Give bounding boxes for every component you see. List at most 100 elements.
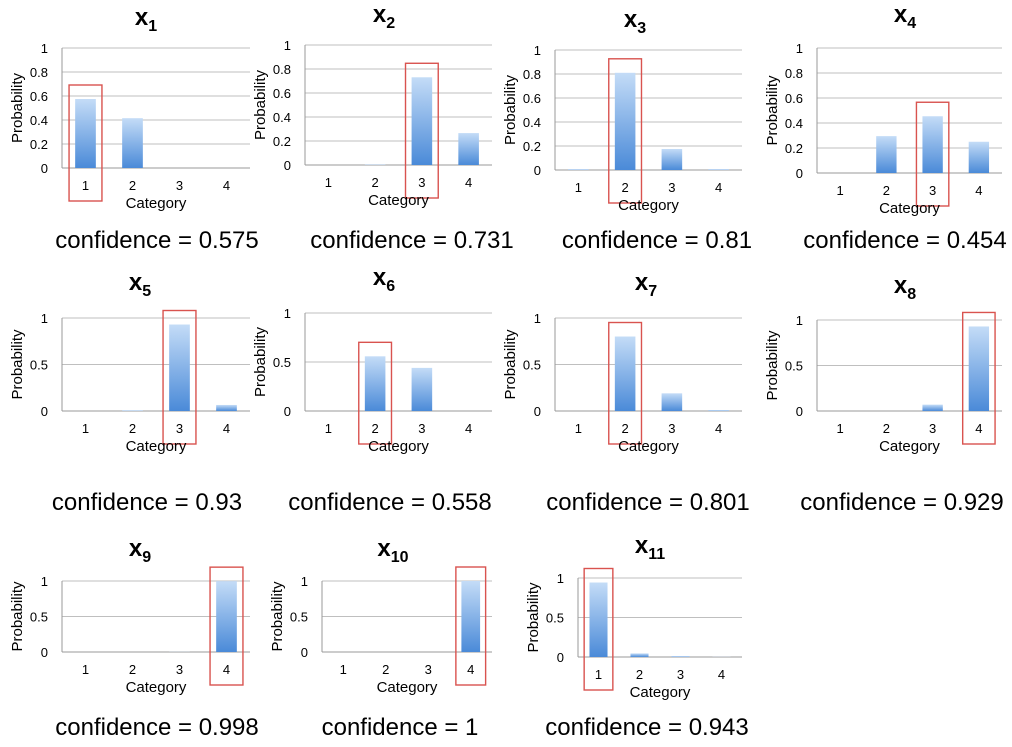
chart-title: x2 (373, 1, 395, 32)
bar-category-3 (671, 656, 690, 657)
x-axis-label: Category (126, 195, 187, 212)
y-tick-label: 0.6 (523, 91, 541, 106)
bar-category-2 (122, 118, 143, 168)
y-tick-label: 0 (41, 161, 48, 176)
highlight-box (455, 566, 487, 686)
x-tick-label: 4 (715, 421, 722, 436)
y-tick-label: 0.8 (523, 67, 541, 82)
bar-category-4 (216, 404, 237, 411)
x-tick-label: 4 (465, 421, 472, 436)
confidence-label: confidence = 0.81 (561, 227, 753, 254)
y-axis-label: Probability (764, 330, 781, 401)
x-axis-label: Category (618, 438, 679, 455)
y-tick-label: 0 (557, 650, 564, 665)
confidence-label: confidence = 1 (321, 714, 479, 741)
chart-title: x9 (129, 535, 151, 566)
chart-title-base: x (635, 532, 649, 559)
chart-panel-8: x8 0 0.5 1 1 2 3 4 Category Probability (764, 272, 1002, 455)
y-tick-label: 1 (301, 574, 308, 589)
y-axis-label: Probability (269, 581, 286, 652)
chart-title-subscript: 8 (907, 286, 916, 303)
x-tick-label: 3 (929, 421, 936, 436)
y-tick-label: 1 (41, 574, 48, 589)
x-tick-label: 4 (223, 178, 230, 193)
chart-title-subscript: 10 (391, 549, 409, 566)
x-tick-label: 3 (668, 180, 675, 195)
chart-title-base: x (635, 269, 649, 296)
x-tick-label: 3 (418, 175, 425, 190)
y-tick-label: 0.8 (273, 62, 291, 77)
x-tick-label: 2 (622, 421, 629, 436)
y-axis-label: Probability (252, 326, 269, 397)
bar-category-2 (614, 72, 636, 170)
x-axis-label: Category (126, 438, 187, 455)
x-tick-label: 3 (418, 421, 425, 436)
x-tick-label: 4 (715, 180, 722, 195)
chart-title: x4 (894, 1, 916, 32)
y-tick-label: 0.4 (785, 116, 803, 131)
y-axis-label: Probability (9, 72, 26, 143)
bar-category-4 (216, 581, 237, 652)
bar-category-2 (364, 356, 386, 411)
chart-title: x5 (129, 269, 151, 300)
y-tick-label: 0.4 (523, 115, 541, 130)
x-tick-label: 1 (325, 421, 332, 436)
chart-title-base: x (624, 6, 638, 33)
y-tick-label: 0 (796, 166, 803, 181)
bar-category-4 (968, 141, 990, 173)
y-tick-label: 0.2 (785, 141, 803, 156)
chart-panel-9: x9 0 0.5 1 1 2 3 4 Category Probability (9, 535, 250, 696)
y-axis-label: Probability (502, 74, 519, 145)
x-axis-label: Category (879, 200, 940, 217)
confidence-label: confidence = 0.731 (310, 227, 514, 254)
chart-title: x6 (373, 264, 395, 295)
chart-title-base: x (129, 535, 143, 562)
x-tick-label: 1 (575, 421, 582, 436)
x-tick-label: 3 (176, 662, 183, 677)
x-tick-label: 2 (883, 183, 890, 198)
x-tick-label: 3 (425, 662, 432, 677)
y-tick-label: 0.2 (30, 137, 48, 152)
confidence-label: confidence = 0.929 (800, 489, 1004, 516)
bar-category-4 (708, 169, 729, 170)
x-tick-label: 2 (382, 662, 389, 677)
y-tick-label: 0.5 (546, 611, 564, 626)
chart-title: x10 (377, 535, 408, 566)
chart-title: x3 (624, 6, 646, 37)
chart-title-subscript: 7 (648, 283, 657, 300)
bar-category-4 (461, 581, 481, 652)
y-axis-label: Probability (252, 69, 269, 140)
confidence-label: confidence = 0.93 (51, 489, 243, 516)
chart-title-base: x (129, 269, 143, 296)
x-axis-label: Category (377, 679, 438, 696)
y-tick-label: 0 (284, 158, 291, 173)
y-axis-label: Probability (502, 329, 519, 400)
y-tick-label: 1 (41, 41, 48, 56)
y-tick-label: 0.5 (273, 355, 291, 370)
confidence-label: confidence = 0.558 (288, 489, 492, 516)
highlight-box (68, 84, 103, 202)
y-tick-label: 0.4 (30, 113, 48, 128)
x-tick-label: 1 (82, 421, 89, 436)
x-tick-label: 2 (636, 667, 643, 682)
y-tick-label: 0.5 (30, 610, 48, 625)
bar-category-1 (589, 582, 608, 657)
highlight-box (358, 341, 393, 445)
highlight-box (915, 101, 950, 207)
chart-title: x8 (894, 272, 916, 303)
highlight-box (608, 321, 643, 445)
y-tick-label: 0.5 (785, 359, 803, 374)
chart-panel-10: x10 0 0.5 1 1 2 3 4 Category Probability (269, 535, 492, 696)
y-tick-label: 1 (284, 38, 291, 53)
chart-title-subscript: 4 (907, 15, 916, 32)
bar-category-2 (876, 136, 897, 173)
y-tick-label: 1 (41, 311, 48, 326)
x-tick-label: 4 (718, 667, 725, 682)
chart-panel-7: x7 0 0.5 1 1 2 3 4 Category Probability (502, 269, 742, 455)
